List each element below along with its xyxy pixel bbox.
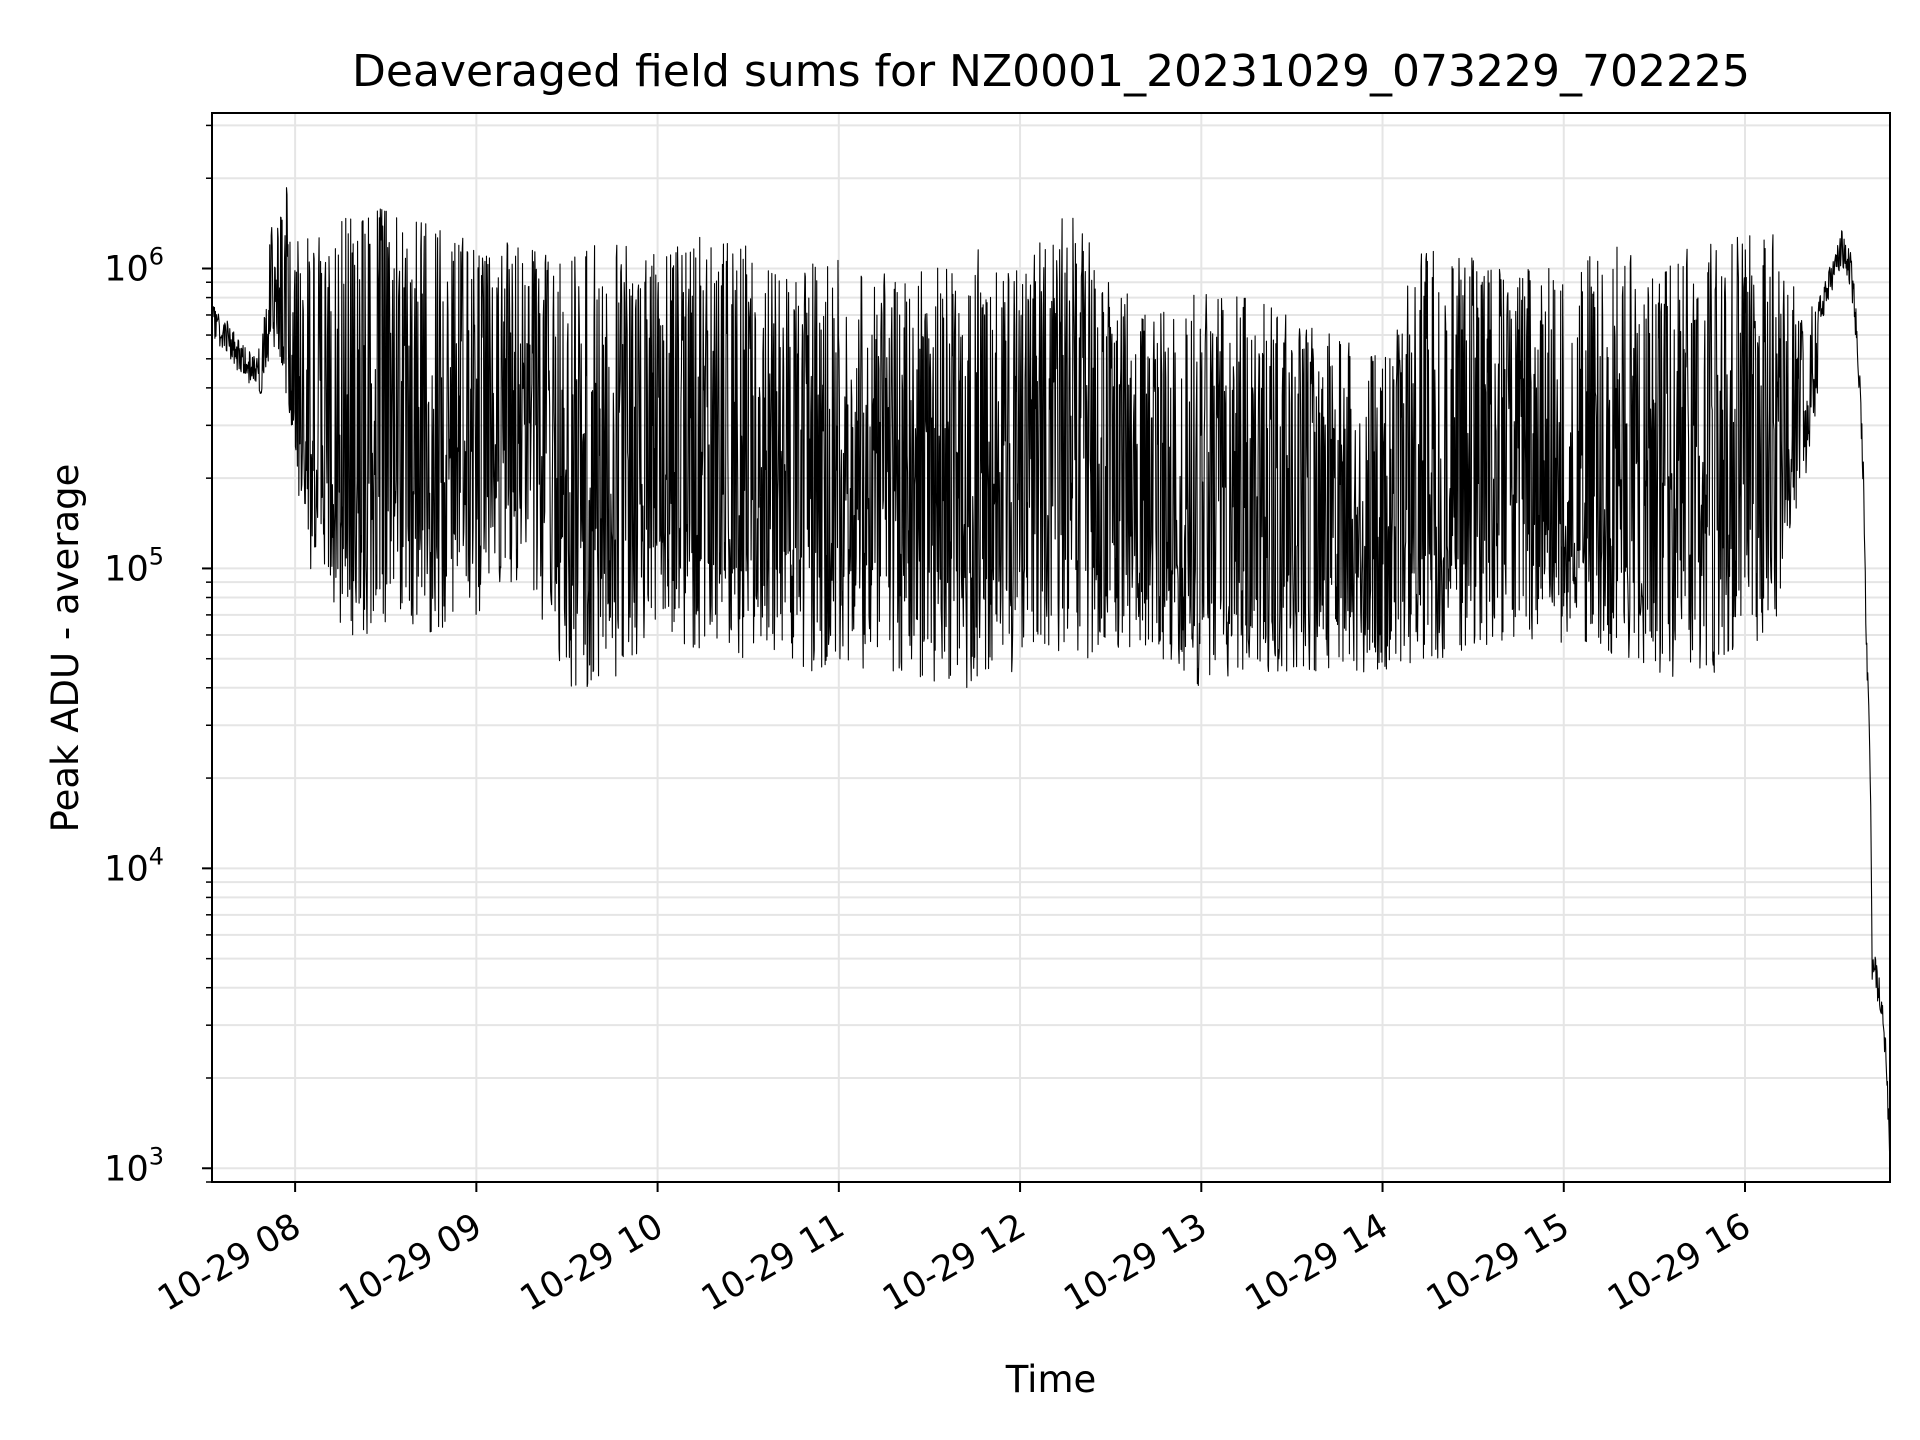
plot-frame — [211, 112, 1891, 1183]
x-tick-label: 10-29 15 — [1420, 1206, 1576, 1319]
y-axis-label: Peak ADU - average — [44, 464, 87, 833]
series-layer — [211, 187, 1891, 1162]
x-tick-label: 10-29 08 — [151, 1206, 307, 1319]
y-axis: 103 104 105 106 — [104, 124, 212, 1189]
y-tick-label: 103 — [104, 1142, 164, 1189]
grid-layer — [212, 113, 1890, 1183]
x-tick-label: 10-29 11 — [695, 1206, 851, 1319]
x-axis: 10-29 08 10-29 09 10-29 10 10-29 11 10-29 12… — [151, 1182, 1758, 1319]
x-tick-label: 10-29 10 — [514, 1206, 670, 1319]
chart-title: Deaveraged field sums for NZ0001_2023102… — [352, 46, 1750, 97]
x-tick-label: 10-29 13 — [1058, 1206, 1214, 1319]
y-tick-label: 104 — [104, 842, 164, 889]
x-tick-label: 10-29 12 — [876, 1206, 1032, 1319]
x-axis-label: Time — [1005, 1358, 1097, 1401]
x-tick-label: 10-29 16 — [1601, 1206, 1757, 1319]
x-tick-label: 10-29 14 — [1239, 1206, 1395, 1319]
y-tick-label: 106 — [104, 243, 164, 290]
series-line-peak-adu — [211, 187, 1891, 1162]
x-tick-label: 10-29 09 — [333, 1206, 489, 1319]
y-tick-label: 105 — [104, 542, 164, 589]
